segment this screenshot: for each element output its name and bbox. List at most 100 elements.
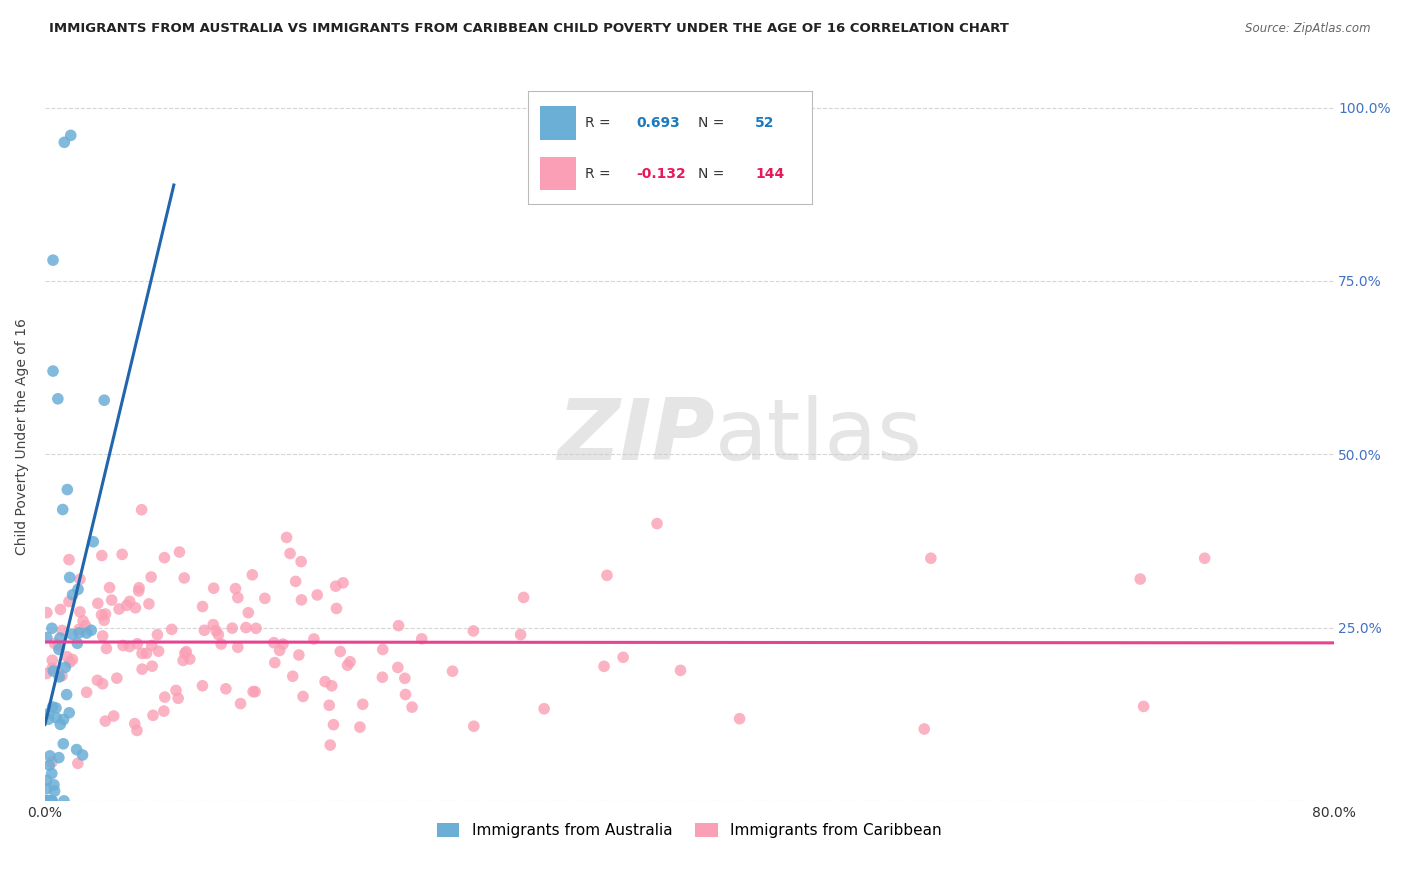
Point	[509, 627, 531, 641]
Point	[912, 722, 935, 736]
Point	[387, 660, 409, 674]
Point	[169, 545, 191, 559]
Point	[53, 660, 76, 674]
Point	[263, 656, 285, 670]
Point	[332, 575, 354, 590]
Point	[56, 649, 79, 664]
Point	[37, 794, 59, 808]
Point	[51, 669, 73, 683]
Point	[302, 632, 325, 646]
Point	[325, 601, 347, 615]
Point	[62, 588, 84, 602]
Point	[87, 596, 110, 610]
Point	[49, 602, 72, 616]
Legend: Immigrants from Australia, Immigrants from Caribbean: Immigrants from Australia, Immigrants fr…	[430, 817, 948, 844]
Point	[35, 606, 58, 620]
Point	[1129, 572, 1152, 586]
Point	[142, 708, 165, 723]
Point	[173, 646, 195, 660]
Point	[319, 738, 342, 752]
Point	[46, 392, 69, 406]
Point	[728, 712, 751, 726]
Point	[387, 618, 409, 632]
Point	[167, 691, 190, 706]
Point	[41, 700, 63, 714]
Point	[394, 688, 416, 702]
Point	[41, 766, 63, 780]
Point	[288, 648, 311, 662]
Point	[53, 136, 76, 150]
Point	[66, 636, 89, 650]
Point	[263, 636, 285, 650]
Point	[920, 551, 942, 566]
Point	[141, 659, 163, 673]
Point	[42, 253, 65, 268]
Point	[86, 673, 108, 688]
Point	[352, 698, 374, 712]
Point	[41, 653, 63, 667]
Point	[172, 653, 194, 667]
Point	[593, 659, 616, 673]
Point	[173, 571, 195, 585]
Point	[290, 555, 312, 569]
Point	[42, 664, 65, 678]
Point	[205, 624, 228, 638]
Point	[53, 794, 76, 808]
Point	[48, 642, 70, 657]
Point	[72, 614, 94, 628]
Point	[35, 794, 58, 808]
Point	[202, 581, 225, 595]
Point	[37, 794, 59, 808]
Point	[131, 502, 153, 516]
Point	[153, 704, 176, 718]
Point	[90, 607, 112, 622]
Point	[314, 674, 336, 689]
Point	[148, 644, 170, 658]
Point	[191, 599, 214, 614]
Point	[160, 623, 183, 637]
Point	[118, 640, 141, 654]
Point	[271, 637, 294, 651]
Point	[131, 662, 153, 676]
Point	[49, 631, 72, 645]
Point	[141, 570, 163, 584]
Point	[48, 750, 70, 764]
Point	[174, 645, 197, 659]
Point	[325, 579, 347, 593]
Point	[645, 516, 668, 531]
Point	[93, 613, 115, 627]
Point	[138, 597, 160, 611]
Text: atlas: atlas	[716, 395, 922, 478]
Point	[596, 568, 619, 582]
Point	[65, 742, 87, 756]
Point	[349, 720, 371, 734]
Point	[48, 638, 70, 652]
Point	[238, 606, 260, 620]
Text: Source: ZipAtlas.com: Source: ZipAtlas.com	[1246, 22, 1371, 36]
Point	[58, 552, 80, 566]
Point	[336, 658, 359, 673]
Point	[245, 621, 267, 635]
Point	[329, 644, 352, 658]
Point	[278, 547, 301, 561]
Point	[100, 593, 122, 607]
Point	[91, 677, 114, 691]
Point	[98, 581, 121, 595]
Point	[45, 701, 67, 715]
Point	[128, 581, 150, 595]
Point	[111, 547, 134, 561]
Point	[153, 550, 176, 565]
Point	[141, 639, 163, 653]
Y-axis label: Child Poverty Under the Age of 16: Child Poverty Under the Age of 16	[15, 318, 30, 556]
Point	[128, 583, 150, 598]
Point	[41, 755, 63, 769]
Point	[49, 717, 72, 731]
Point	[105, 671, 128, 685]
Point	[215, 681, 238, 696]
Point	[318, 698, 340, 713]
Point	[1132, 699, 1154, 714]
Point	[55, 688, 77, 702]
Point	[463, 624, 485, 638]
Point	[96, 641, 118, 656]
Point	[290, 592, 312, 607]
